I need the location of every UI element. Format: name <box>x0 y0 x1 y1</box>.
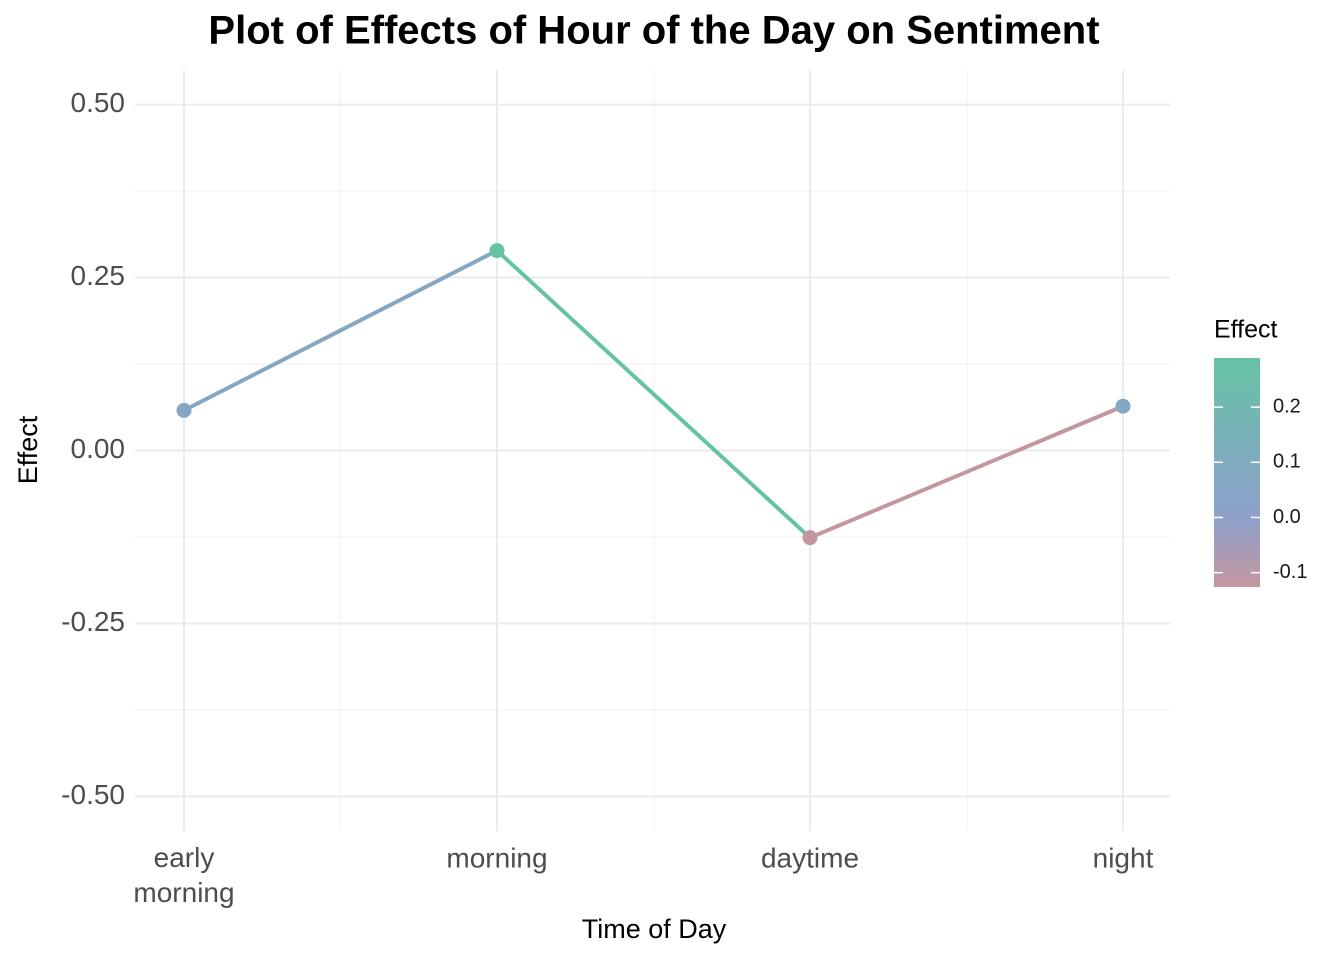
legend-tick-label: -0.1 <box>1273 561 1307 583</box>
line-segment <box>495 249 812 540</box>
x-tick-label: night <box>1093 842 1154 873</box>
legend-tick-label: 0.0 <box>1273 506 1301 528</box>
chart-title: Plot of Effects of Hour of the Day on Se… <box>208 9 1099 53</box>
point <box>489 243 505 259</box>
x-tick-label: early morning <box>133 842 234 908</box>
x-axis-title: Time of Day <box>582 914 727 944</box>
x-tick-label: daytime <box>761 842 859 873</box>
point <box>1115 398 1131 414</box>
x-tick-label: morning <box>446 842 547 873</box>
legend-tick-label: 0.1 <box>1273 451 1301 473</box>
line-segment <box>809 404 1124 540</box>
line-segment <box>183 248 498 413</box>
y-tick-label: -0.25 <box>61 606 125 637</box>
y-tick-label: 0.00 <box>71 433 126 464</box>
colorbar <box>1214 358 1260 587</box>
point <box>176 402 192 418</box>
y-tick-label: -0.50 <box>61 779 125 810</box>
y-tick-label: 0.25 <box>71 260 126 291</box>
point <box>802 530 818 546</box>
legend-tick-label: 0.2 <box>1273 395 1301 417</box>
legend-title: Effect <box>1214 316 1278 344</box>
y-axis-title: Effect <box>13 415 43 484</box>
y-tick-label: 0.50 <box>71 87 126 118</box>
